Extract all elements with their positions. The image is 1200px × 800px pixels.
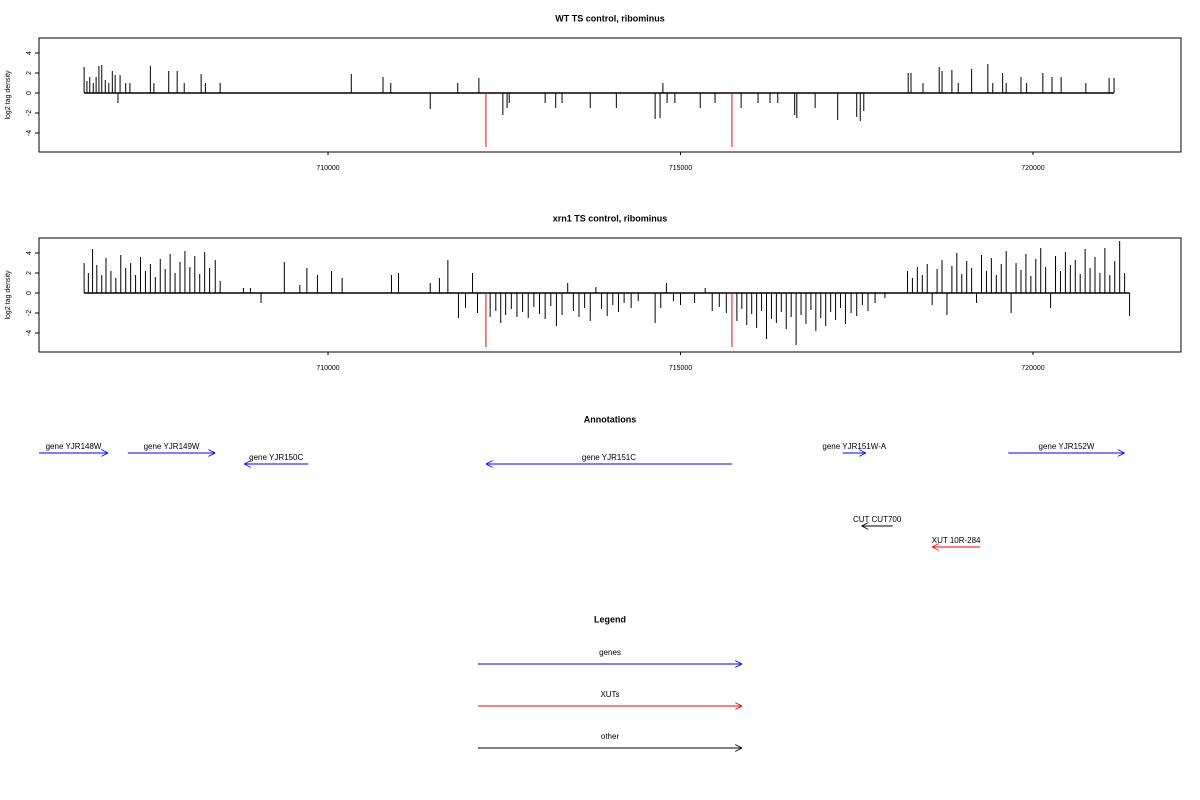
- y-axis-label: log2 tag density: [5, 270, 12, 320]
- feature-label: CUT CUT700: [853, 515, 902, 524]
- y-tick-label: 0: [26, 291, 33, 295]
- plot-frame: [38, 37, 1182, 153]
- feature-label: gene YJR149W: [144, 442, 200, 451]
- feature-label: gene YJR151W-A: [822, 442, 886, 451]
- annotations-title: Annotations: [584, 414, 637, 424]
- x-tick-label: 710000: [316, 165, 339, 172]
- feature-label: XUT 10R-284: [932, 536, 981, 545]
- y-axis-label: log2 tag density: [5, 70, 12, 120]
- y-tick-label: -2: [26, 110, 33, 116]
- y-tick-label: 4: [26, 251, 33, 255]
- chart-title: WT TS control, ribominus: [555, 13, 665, 23]
- plot-frame: [38, 237, 1182, 353]
- y-tick-label: 0: [26, 91, 33, 95]
- x-tick-label: 720000: [1021, 365, 1044, 372]
- y-tick-label: 2: [26, 271, 33, 275]
- legend-title: Legend: [594, 614, 626, 624]
- x-tick-label: 715000: [669, 365, 692, 372]
- feature-label: gene YJR152W: [1039, 442, 1095, 451]
- y-tick-label: -2: [26, 310, 33, 316]
- chart-title: xrn1 TS control, ribominus: [553, 213, 668, 223]
- y-tick-label: 4: [26, 51, 33, 55]
- feature-label: gene YJR150C: [249, 453, 303, 462]
- feature-label: gene YJR148W: [46, 442, 102, 451]
- x-tick-label: 720000: [1021, 165, 1044, 172]
- x-tick-label: 710000: [316, 365, 339, 372]
- y-tick-label: -4: [26, 130, 33, 136]
- y-tick-label: 2: [26, 71, 33, 75]
- legend-label: genes: [599, 648, 621, 657]
- legend-label: XUTs: [600, 690, 619, 699]
- y-tick-label: -4: [26, 330, 33, 336]
- x-tick-label: 715000: [669, 165, 692, 172]
- feature-label: gene YJR151C: [582, 453, 636, 462]
- legend-label: other: [601, 732, 620, 741]
